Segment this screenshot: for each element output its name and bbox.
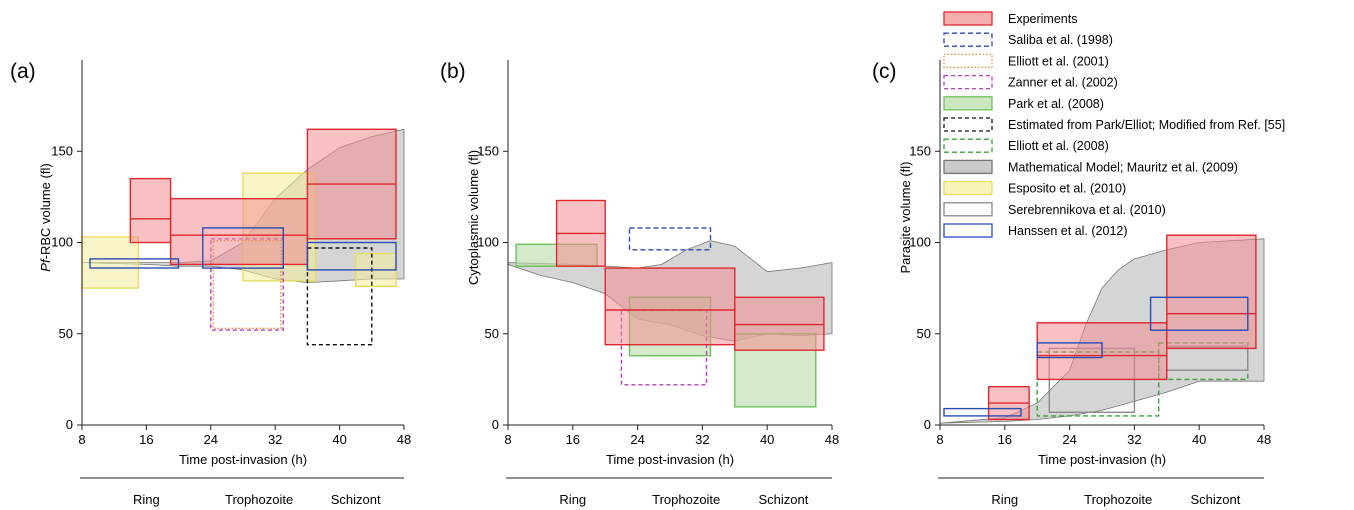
- box-hanssen-8: [1036, 342, 1103, 359]
- box-experiments-6: [1166, 234, 1257, 350]
- panel-label: (a): [10, 60, 36, 83]
- legend: Experiments Saliba et al. (1998) Elliott e…: [943, 11, 1285, 238]
- y-tick-label: 50: [485, 326, 499, 341]
- panel-label: (c): [872, 60, 897, 83]
- legend-swatch-elliott2001: [943, 53, 993, 69]
- x-tick-label: 48: [825, 432, 839, 447]
- chart-panel-3: 8 16 24 32 40 48 0 50 100 150 Time post-invasion (…: [872, 60, 1271, 507]
- x-tick-label: 16: [139, 432, 153, 447]
- legend-label-park: Park et al. (2008): [1008, 97, 1104, 111]
- box-saliba-3: [628, 227, 712, 251]
- chart-panel-2: 8 16 24 32 40 48 0 50 100 150 Time post-invasion (…: [440, 60, 839, 507]
- y-tick-label: 0: [492, 417, 499, 432]
- legend-swatch-model: [943, 159, 993, 175]
- y-tick-label: 150: [477, 143, 499, 158]
- stage-label: Trophozoite: [652, 492, 720, 507]
- legend-label-elliott2001: Elliott et al. (2001): [1008, 54, 1109, 68]
- y-tick-label: 50: [59, 326, 73, 341]
- box-experiments-6: [129, 177, 172, 244]
- x-tick-label: 40: [760, 432, 774, 447]
- x-tick-label: 48: [397, 432, 411, 447]
- legend-label-model: Mathematical Model; Mauritz et al. (2009…: [1008, 160, 1238, 174]
- box-hanssen-10: [202, 227, 285, 269]
- x-tick-label: 24: [630, 432, 644, 447]
- x-tick-label: 32: [268, 432, 282, 447]
- box-experiments-7: [169, 197, 309, 266]
- legend-swatch-estimated: [943, 117, 993, 132]
- y-tick-label: 100: [477, 235, 499, 250]
- x-tick-label: 24: [1062, 432, 1076, 447]
- legend-swatch-park: [943, 96, 993, 111]
- legend-label-serebrennikova: Serebrennikova et al. (2010): [1008, 203, 1166, 217]
- legend-swatch-elliott2008: [943, 138, 993, 153]
- box-hanssen-9: [89, 258, 180, 269]
- legend-swatch-esposito: [943, 180, 993, 196]
- x-tick-label: 40: [332, 432, 346, 447]
- y-tick-label: 50: [917, 326, 931, 341]
- box-hanssen-11: [306, 241, 397, 271]
- y-axis-label: Cytoplasmic volume (fl): [466, 150, 481, 285]
- stage-label: Schizont: [758, 492, 808, 507]
- legend-label-hanssen: Hanssen et al. (2012): [1008, 224, 1128, 238]
- y-tick-label: 100: [909, 235, 931, 250]
- box-hanssen-9: [1149, 296, 1249, 331]
- stage-label: Ring: [559, 492, 586, 507]
- stage-label: Ring: [133, 492, 160, 507]
- x-tick-label: 16: [998, 432, 1012, 447]
- chart-panel-1: 8 16 24 32 40 48 0 50 100 150 Time post-invasion (…: [10, 60, 411, 507]
- stage-label: Trophozoite: [1084, 492, 1152, 507]
- legend-swatch-hanssen: [943, 223, 993, 238]
- legend-label-elliott2008: Elliott et al. (2008): [1008, 139, 1109, 153]
- x-tick-label: 40: [1192, 432, 1206, 447]
- box-hanssen-7: [943, 407, 1022, 417]
- box-estimated-5: [306, 247, 373, 346]
- x-tick-label: 8: [504, 432, 511, 447]
- y-tick-label: 150: [909, 143, 931, 158]
- x-axis-label: Time post-invasion (h): [179, 452, 307, 467]
- legend-label-experiments: Experiments: [1008, 12, 1077, 26]
- panel-label: (b): [440, 60, 466, 83]
- x-tick-label: 8: [936, 432, 943, 447]
- x-tick-label: 32: [1127, 432, 1141, 447]
- legend-swatch-saliba: [943, 32, 993, 47]
- legend-label-zanner: Zanner et al. (2002): [1008, 76, 1118, 90]
- legend-label-saliba: Saliba et al. (1998): [1008, 33, 1113, 47]
- x-tick-label: 24: [204, 432, 218, 447]
- stage-label: Schizont: [1190, 492, 1240, 507]
- legend-swatch-zanner: [943, 74, 993, 90]
- y-axis-label: Pf-RBC volume (fl): [38, 163, 53, 271]
- legend-label-estimated: Estimated from Park/Elliot; Modified fro…: [1008, 118, 1285, 132]
- stage-label: Schizont: [331, 492, 381, 507]
- legend-swatch-experiments: [943, 11, 993, 26]
- box-esposito-0: [81, 236, 139, 289]
- x-axis-label: Time post-invasion (h): [606, 452, 734, 467]
- y-axis-label: Parasite volume (fl): [898, 162, 913, 274]
- box-experiments-6: [604, 267, 736, 346]
- x-tick-label: 8: [78, 432, 85, 447]
- x-tick-label: 16: [566, 432, 580, 447]
- y-tick-label: 150: [51, 143, 73, 158]
- box-experiments-7: [734, 296, 825, 351]
- legend-swatch-serebrennikova: [943, 202, 993, 217]
- y-tick-label: 100: [51, 235, 73, 250]
- x-tick-label: 48: [1257, 432, 1271, 447]
- stage-label: Ring: [991, 492, 1018, 507]
- y-tick-label: 0: [924, 417, 931, 432]
- legend-label-esposito: Esposito et al. (2010): [1008, 182, 1126, 196]
- y-tick-label: 0: [66, 417, 73, 432]
- x-axis-label: Time post-invasion (h): [1038, 452, 1166, 467]
- stage-label: Trophozoite: [225, 492, 293, 507]
- x-tick-label: 32: [695, 432, 709, 447]
- box-elliott2001-4: [212, 239, 282, 329]
